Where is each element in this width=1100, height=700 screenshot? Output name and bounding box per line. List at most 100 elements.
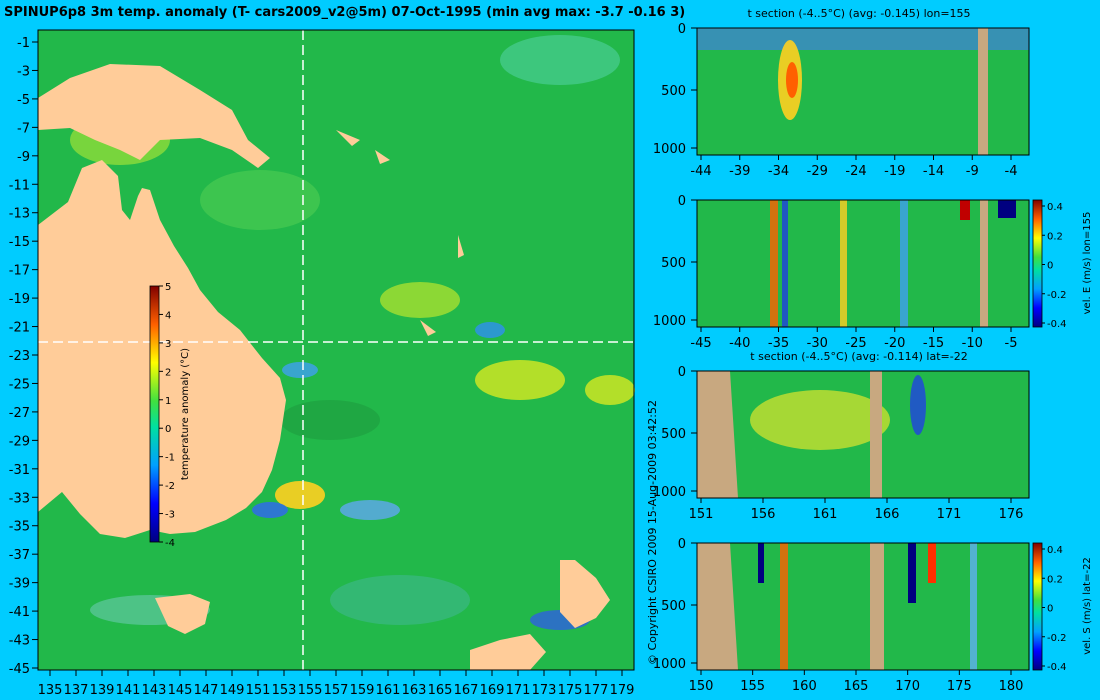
panel-colorbar-label: vel. S (m/s) lat=-22 xyxy=(1082,557,1093,655)
land xyxy=(38,64,610,670)
panel-colorbar xyxy=(1032,199,1043,328)
panel-x-tick: -40 xyxy=(729,336,750,351)
map-y-tick: -41 xyxy=(9,605,30,620)
map-colorbar-tick: -4 xyxy=(165,538,175,549)
panel-x-tick: 150 xyxy=(689,679,714,694)
map-y-tick: -35 xyxy=(9,520,30,535)
panel-colorbar-tick: 0.4 xyxy=(1047,202,1063,213)
panel-x-tick: -24 xyxy=(845,164,866,179)
map-colorbar-tick: 4 xyxy=(165,310,171,321)
map-x-tick: 163 xyxy=(402,683,427,698)
copyright-text: © Copyright CSIRO 2009 15-Aug-2009 03:42… xyxy=(646,400,659,665)
map-colorbar-tick: 0 xyxy=(165,424,171,435)
panel-x-tick: 161 xyxy=(813,507,838,522)
panel-title: t section (-4..5°C) (avg: -0.145) lon=15… xyxy=(747,7,970,20)
panel-y-tick: 0 xyxy=(678,365,686,380)
panel-x-tick: 151 xyxy=(689,507,714,522)
map-x-tick: 167 xyxy=(454,683,479,698)
panel-x-tick: 171 xyxy=(937,507,962,522)
map-colorbar-tick: -1 xyxy=(165,453,175,464)
panel-y-tick: 1000 xyxy=(653,314,686,329)
map-x-tick: 175 xyxy=(558,683,583,698)
map-y-tick: -1 xyxy=(17,36,30,51)
panel-velS-lat: 150 155 160 165 170 175 180 0.4 0.2 0 -0.2 -0.4 ve… xyxy=(689,542,1093,694)
panel-colorbar-tick: 0.4 xyxy=(1047,545,1063,556)
map-y-tick: -45 xyxy=(9,662,30,677)
panel-x-tick: 175 xyxy=(947,679,972,694)
panel-velE-lon: -45 -40 -35 -30 -25 -20 -15 -10 -5 0.4 0.2 0 -0.2 -0… xyxy=(690,199,1093,351)
panel-plot xyxy=(697,200,1029,327)
map-x-tick: 137 xyxy=(64,683,89,698)
panel-colorbar-tick: -0.4 xyxy=(1047,319,1067,330)
map-x-tick: 135 xyxy=(38,683,63,698)
map-x-tick: 159 xyxy=(350,683,375,698)
panel-y-tick: 500 xyxy=(661,84,686,99)
panel-x-tick: 166 xyxy=(875,507,900,522)
panel-x-tick: -10 xyxy=(962,336,983,351)
panel-y-tick: 500 xyxy=(661,427,686,442)
panel-colorbar-tick: 0.2 xyxy=(1047,231,1063,242)
map-y-tick: -27 xyxy=(9,406,30,421)
map-colorbar-tick: 5 xyxy=(165,282,171,293)
panel-y-tick: 0 xyxy=(678,194,686,209)
panel-x-tick: -5 xyxy=(1005,336,1018,351)
panel-x-tick: -30 xyxy=(807,336,828,351)
map-x-tick: 145 xyxy=(168,683,193,698)
map-x-tick: 179 xyxy=(610,683,635,698)
map-title: SPINUP6p8 3m temp. anomaly (T- cars2009_… xyxy=(4,5,685,20)
land-mask xyxy=(980,200,988,327)
map-x-tick: 155 xyxy=(298,683,323,698)
map-y-tick: -31 xyxy=(9,463,30,478)
map-y-tick: -11 xyxy=(9,178,30,193)
map-y-tick: -17 xyxy=(9,264,30,279)
map-colorbar-ticks: 5 4 3 2 1 0 -1 -2 -3 -4 xyxy=(159,282,175,549)
panel-x-tick: -29 xyxy=(807,164,828,179)
panel-x-tick: 176 xyxy=(999,507,1024,522)
ocean-texture xyxy=(70,35,635,630)
panel-x-tick: -4 xyxy=(1005,164,1018,179)
panel-y-tick: 0 xyxy=(678,537,686,552)
map-y-tick: -25 xyxy=(9,377,30,392)
map-x-tick: 171 xyxy=(506,683,531,698)
map-colorbar-tick: -3 xyxy=(165,510,175,521)
map-x-tick: 151 xyxy=(246,683,271,698)
map-x-tick: 161 xyxy=(376,683,401,698)
panel-colorbar-label: vel. E (m/s) lon=155 xyxy=(1082,212,1093,315)
map-y-tick: -21 xyxy=(9,321,30,336)
panel-colorbar-tick: 0.2 xyxy=(1047,574,1063,585)
panel-t-section-lon: t section (-4..5°C) (avg: -0.145) lon=15… xyxy=(690,7,1030,179)
panel-x-tick: -14 xyxy=(923,164,944,179)
panel-colorbar-tick: -0.2 xyxy=(1047,290,1067,301)
map-y-tick: -15 xyxy=(9,235,30,250)
map-x-tick: 173 xyxy=(532,683,557,698)
panel-colorbar-tick: 0 xyxy=(1047,604,1053,615)
map-x-tick: 165 xyxy=(428,683,453,698)
map-x-tick: 147 xyxy=(194,683,219,698)
panel-x-tick: 155 xyxy=(740,679,765,694)
map-x-tick: 177 xyxy=(584,683,609,698)
map-y-tick: -33 xyxy=(9,491,30,506)
map-colorbar-tick: -2 xyxy=(165,481,175,492)
panel-x-tick: -19 xyxy=(884,164,905,179)
land-mask xyxy=(697,543,738,670)
map-colorbar: 5 4 3 2 1 0 -1 -2 -3 -4 temperature anomaly (°C) xyxy=(149,282,191,549)
map-colorbar-tick: 3 xyxy=(165,339,171,350)
map-colorbar-gradient xyxy=(149,285,160,543)
map-y-axis: -1 -3 -5 -7 -9 -11 -13 -15 -17 -19 -21 -23 -25 -27 -29… xyxy=(9,36,38,677)
map-y-tick: -3 xyxy=(17,64,30,79)
map-y-tick: -13 xyxy=(9,207,30,222)
map-y-tick: -43 xyxy=(9,634,30,649)
map-y-tick: -5 xyxy=(17,93,30,108)
panel-colorbar-tick: -0.4 xyxy=(1047,662,1067,673)
panel-y-tick: 1000 xyxy=(653,142,686,157)
panel-y-axes: 0 500 1000 0 500 1000 0 500 1000 0 500 1000 xyxy=(653,22,697,672)
map-x-tick: 149 xyxy=(220,683,245,698)
map-y-tick: -37 xyxy=(9,548,30,563)
map-y-tick: -39 xyxy=(9,577,30,592)
map-x-axis: 135 137 139 141 143 145 147 149 151 153 155 157 159 1… xyxy=(38,670,635,698)
panel-x-tick: -34 xyxy=(768,164,789,179)
map-y-tick: -9 xyxy=(17,150,30,165)
panel-x-tick: -25 xyxy=(845,336,866,351)
panel-x-tick: -9 xyxy=(966,164,979,179)
